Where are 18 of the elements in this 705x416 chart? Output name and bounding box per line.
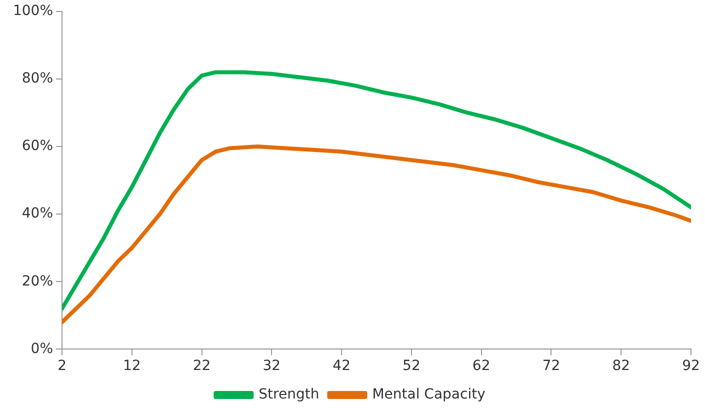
x-tick-label: 62 <box>472 358 490 374</box>
y-tick-label: 80% <box>22 70 54 87</box>
x-tick-label: 82 <box>612 358 630 374</box>
x-tick-label: 72 <box>542 358 560 374</box>
x-tick-label: 92 <box>682 358 700 374</box>
x-tick-label: 2 <box>58 358 66 374</box>
y-tick-label: 60% <box>22 138 54 154</box>
x-tick-label: 32 <box>262 358 281 374</box>
x-tick-label: 42 <box>332 358 350 374</box>
y-tick-label: 0% <box>30 340 54 357</box>
legend-label: Mental Capacity <box>372 386 486 403</box>
y-tick-label: 40% <box>22 206 54 222</box>
x-tick-label: 52 <box>402 358 420 374</box>
x-tick-label: 22 <box>192 358 211 374</box>
legend-label: Strength <box>258 386 320 403</box>
y-tick-label: 20% <box>22 273 54 290</box>
y-tick-label: 100% <box>12 3 54 20</box>
x-tick-label: 12 <box>122 358 141 374</box>
